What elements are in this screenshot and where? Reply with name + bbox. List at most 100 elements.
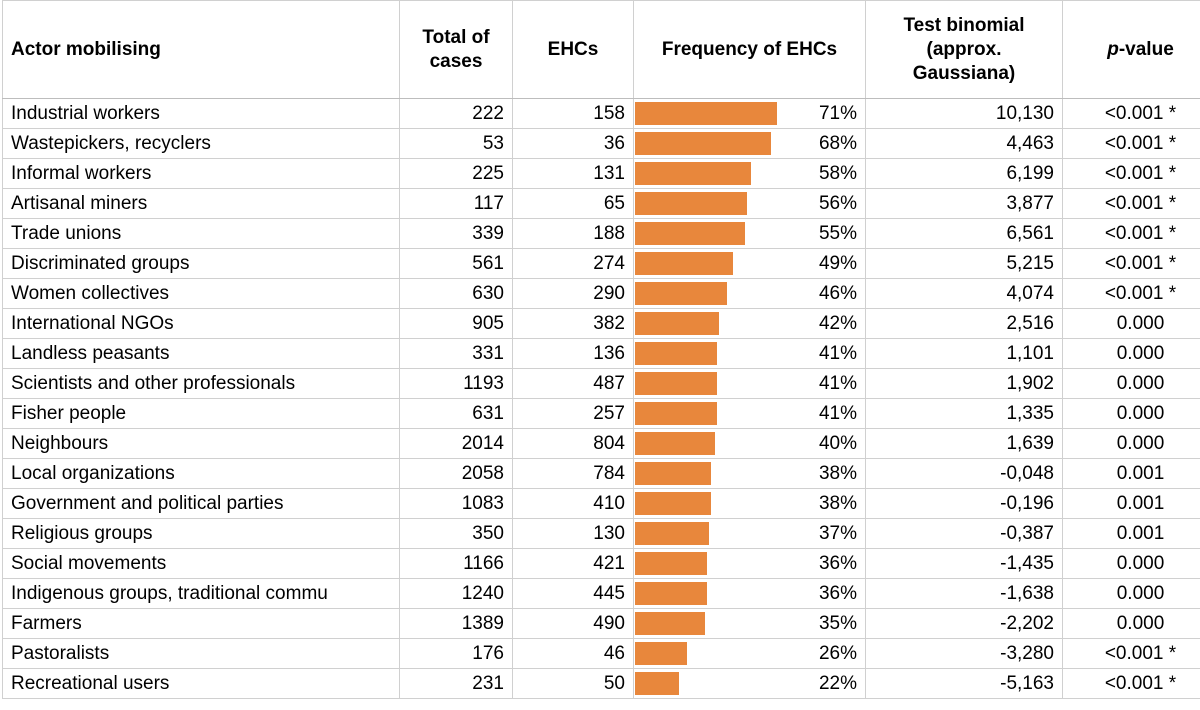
frequency-bar [635, 342, 717, 365]
frequency-percent: 55% [818, 223, 857, 244]
frequency-percent: 41% [818, 343, 857, 364]
frequency-bar [635, 222, 745, 245]
total-cases-cell: 1389 [399, 608, 513, 639]
p-value-cell: <0.001 * [1062, 188, 1200, 219]
table-row: Landless peasants 331 136 41% 1,101 0.000 [2, 338, 1200, 369]
total-cases-cell: 1240 [399, 578, 513, 609]
p-value-cell: 0.001 [1062, 458, 1200, 489]
frequency-percent: 41% [818, 403, 857, 424]
actor-cell: Informal workers [2, 158, 400, 189]
total-cases-cell: 222 [399, 98, 513, 129]
ehcs-cell: 410 [512, 488, 634, 519]
total-cases-cell: 561 [399, 248, 513, 279]
table-row: International NGOs 905 382 42% 2,516 0.000 [2, 308, 1200, 339]
p-value-cell: <0.001 * [1062, 638, 1200, 669]
frequency-cell: 36% [633, 578, 866, 609]
frequency-cell: 55% [633, 218, 866, 249]
frequency-cell: 40% [633, 428, 866, 459]
total-cases-cell: 1193 [399, 368, 513, 399]
actor-cell: Religious groups [2, 518, 400, 549]
total-cases-cell: 630 [399, 278, 513, 309]
ehcs-cell: 445 [512, 578, 634, 609]
p-value-cell: <0.001 * [1062, 278, 1200, 309]
test-binomial-cell: 1,639 [865, 428, 1063, 459]
table-row: Fisher people 631 257 41% 1,335 0.000 [2, 398, 1200, 429]
frequency-bar [635, 312, 719, 335]
frequency-bar [635, 492, 711, 515]
actor-cell: Pastoralists [2, 638, 400, 669]
actor-cell: Wastepickers, recyclers [2, 128, 400, 159]
p-value-suffix: -value [1118, 38, 1174, 60]
frequency-bar [635, 162, 751, 185]
frequency-bar [635, 552, 707, 575]
frequency-bar [635, 402, 717, 425]
table-body: Industrial workers 222 158 71% 10,130 <0.001 … [2, 98, 1200, 699]
ehcs-cell: 382 [512, 308, 634, 339]
test-binomial-cell: 1,101 [865, 338, 1063, 369]
ehcs-cell: 487 [512, 368, 634, 399]
actor-cell: Landless peasants [2, 338, 400, 369]
p-value-cell: 0.000 [1062, 398, 1200, 429]
ehcs-cell: 804 [512, 428, 634, 459]
ehcs-cell: 421 [512, 548, 634, 579]
test-binomial-cell: 5,215 [865, 248, 1063, 279]
frequency-cell: 38% [633, 458, 866, 489]
table-row: Women collectives 630 290 46% 4,074 <0.001 * [2, 278, 1200, 309]
frequency-cell: 49% [633, 248, 866, 279]
frequency-bar [635, 432, 715, 455]
test-binomial-cell: 4,074 [865, 278, 1063, 309]
actor-cell: Women collectives [2, 278, 400, 309]
frequency-percent: 35% [818, 613, 857, 634]
frequency-cell: 38% [633, 488, 866, 519]
frequency-bar [635, 102, 777, 125]
p-value-cell: 0.000 [1062, 338, 1200, 369]
frequency-bar [635, 252, 733, 275]
test-binomial-cell: 3,877 [865, 188, 1063, 219]
test-binomial-cell: -1,638 [865, 578, 1063, 609]
test-binomial-cell: 1,335 [865, 398, 1063, 429]
header-p-value: p-value [1062, 0, 1200, 99]
frequency-cell: 26% [633, 638, 866, 669]
frequency-bar [635, 462, 711, 485]
test-binomial-cell: -0,048 [865, 458, 1063, 489]
p-value-cell: <0.001 * [1062, 158, 1200, 189]
actor-cell: Trade unions [2, 218, 400, 249]
frequency-bar [635, 282, 727, 305]
ehcs-cell: 274 [512, 248, 634, 279]
test-binomial-cell: -3,280 [865, 638, 1063, 669]
ehcs-cell: 46 [512, 638, 634, 669]
test-binomial-cell: 2,516 [865, 308, 1063, 339]
ehcs-cell: 36 [512, 128, 634, 159]
p-value-cell: 0.000 [1062, 428, 1200, 459]
ehcs-cell: 290 [512, 278, 634, 309]
total-cases-cell: 1166 [399, 548, 513, 579]
frequency-bar [635, 522, 709, 545]
test-binomial-cell: -5,163 [865, 668, 1063, 699]
total-cases-cell: 53 [399, 128, 513, 159]
header-test-binomial: Test binomial (approx. Gaussiana) [865, 0, 1063, 99]
actor-cell: Scientists and other professionals [2, 368, 400, 399]
p-value-cell: 0.000 [1062, 608, 1200, 639]
frequency-cell: 37% [633, 518, 866, 549]
test-binomial-cell: -0,196 [865, 488, 1063, 519]
p-symbol: p [1107, 38, 1119, 60]
frequency-cell: 41% [633, 338, 866, 369]
header-row: Actor mobilising Total of cases EHCs Fre… [2, 0, 1200, 99]
frequency-percent: 46% [818, 283, 857, 304]
table-row: Scientists and other professionals 1193 48… [2, 368, 1200, 399]
frequency-bar [635, 372, 717, 395]
ehcs-cell: 136 [512, 338, 634, 369]
p-value-cell: <0.001 * [1062, 98, 1200, 129]
frequency-cell: 22% [633, 668, 866, 699]
p-value-cell: <0.001 * [1062, 248, 1200, 279]
frequency-percent: 41% [818, 373, 857, 394]
actor-cell: Industrial workers [2, 98, 400, 129]
frequency-percent: 36% [818, 583, 857, 604]
actor-cell: Government and political parties [2, 488, 400, 519]
ehcs-cell: 130 [512, 518, 634, 549]
total-cases-cell: 2014 [399, 428, 513, 459]
total-cases-cell: 117 [399, 188, 513, 219]
actor-cell: Recreational users [2, 668, 400, 699]
header-actor: Actor mobilising [2, 0, 400, 99]
ehcs-cell: 131 [512, 158, 634, 189]
